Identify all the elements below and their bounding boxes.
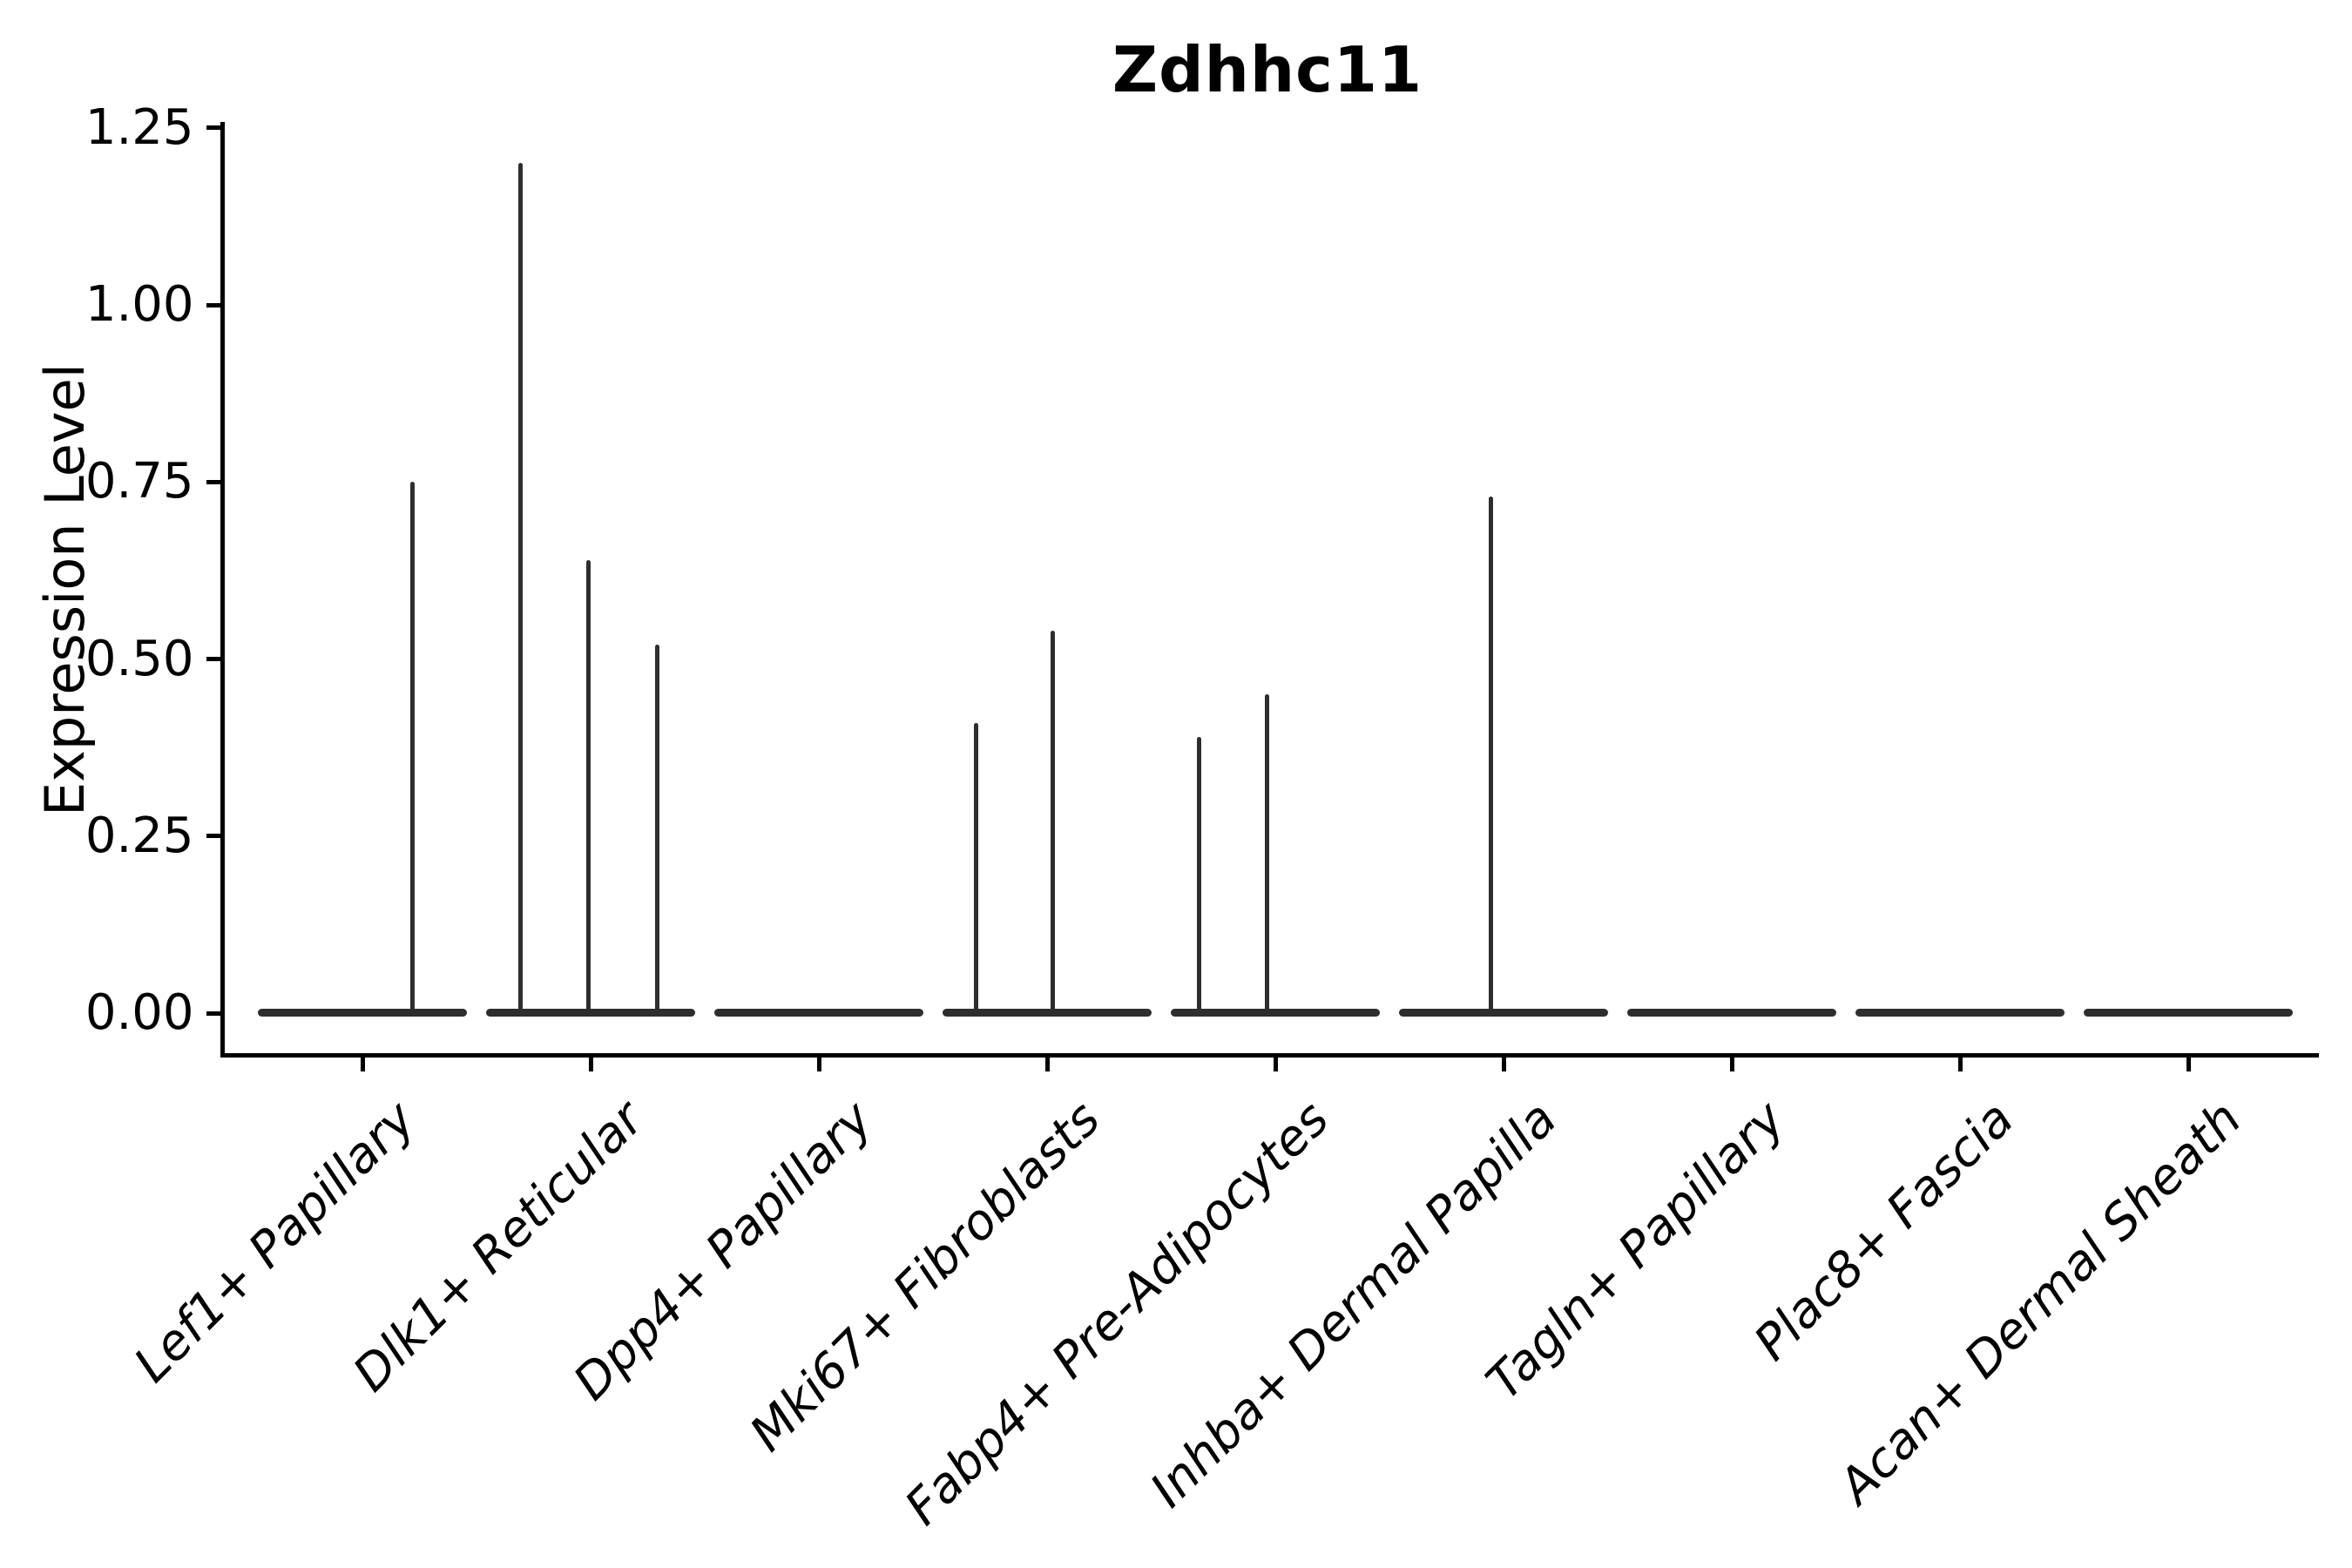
y-tick (206, 657, 220, 661)
violin-body (1171, 1009, 1380, 1017)
violin-body (1627, 1009, 1836, 1017)
x-tick (1957, 1057, 1963, 1071)
x-tick (2186, 1057, 2191, 1071)
violin-spike (1489, 496, 1494, 1013)
violin-body (2084, 1009, 2293, 1017)
violin-body (1855, 1009, 2065, 1017)
x-tick-label: Acan+ Dermal Sheath (1828, 1091, 2253, 1515)
violin-spike (518, 163, 524, 1013)
violin-body (1399, 1009, 1608, 1017)
x-tick (588, 1057, 593, 1071)
violin-body (943, 1009, 1152, 1017)
x-tick (1501, 1057, 1506, 1071)
violin-spike (410, 482, 416, 1013)
y-tick-label: 0.25 (84, 807, 194, 864)
violin-body (714, 1009, 923, 1017)
y-tick (206, 125, 220, 131)
violin-body (258, 1009, 467, 1017)
y-tick (206, 302, 220, 308)
x-tick (360, 1057, 365, 1071)
violin-spike (655, 645, 660, 1013)
x-axis-spine (220, 1052, 2319, 1058)
violin-spike (1050, 630, 1055, 1013)
x-tick-label: Fabp4+ Pre-Adipocytes (894, 1091, 1340, 1537)
violin-spike (586, 559, 591, 1013)
y-tick-label: 0.50 (84, 630, 194, 687)
x-tick (1273, 1057, 1278, 1071)
y-tick (206, 479, 220, 484)
violin-spike (1264, 694, 1269, 1013)
y-tick (206, 834, 220, 839)
y-tick-label: 1.25 (84, 98, 194, 156)
y-tick (206, 1010, 220, 1016)
y-tick-label: 1.00 (84, 276, 194, 333)
chart-title: Zdhhc11 (1112, 33, 1423, 106)
x-tick (1044, 1057, 1050, 1071)
y-tick-label: 0.75 (84, 453, 194, 510)
x-tick-label: Inhba+ Dermal Papilla (1139, 1091, 1568, 1519)
violin-spike (973, 722, 978, 1013)
x-tick (1729, 1057, 1734, 1071)
violin-spike (1196, 736, 1201, 1013)
y-axis-spine (220, 122, 225, 1058)
y-tick-label: 0.00 (84, 984, 194, 1041)
x-tick (816, 1057, 821, 1071)
